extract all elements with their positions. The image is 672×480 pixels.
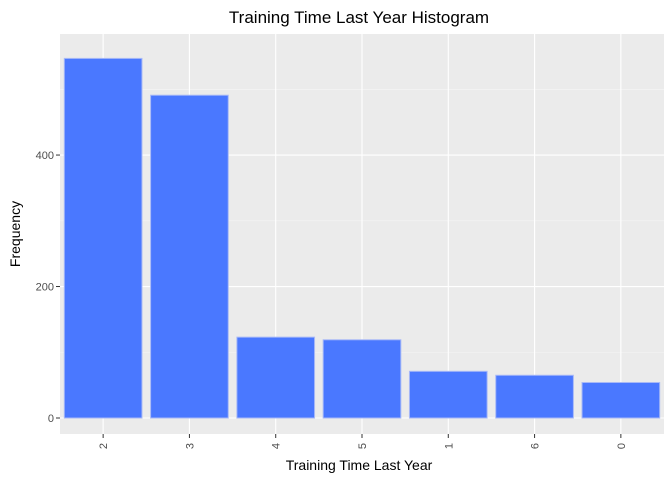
y-axis: 0 200 400 — [36, 150, 60, 425]
x-axis: 2 3 4 5 1 6 0 — [98, 434, 628, 449]
bar-6 — [495, 374, 574, 419]
bar-0 — [581, 382, 661, 419]
x-tick-label: 5 — [357, 443, 369, 449]
y-axis-label: Frequency — [7, 201, 23, 267]
bar-5 — [322, 339, 402, 419]
bars — [63, 57, 661, 419]
x-tick-label: 2 — [98, 443, 110, 449]
y-tick-label: 0 — [48, 413, 54, 425]
bar-4 — [236, 336, 316, 419]
y-tick-label: 200 — [36, 282, 54, 294]
x-tick-label: 0 — [616, 443, 628, 449]
x-tick-label: 6 — [530, 443, 542, 449]
x-tick-label: 1 — [443, 443, 455, 449]
x-tick-label: 4 — [271, 443, 283, 449]
chart-title: Training Time Last Year Histogram — [229, 8, 489, 27]
bar-2 — [63, 57, 143, 419]
y-tick-label: 400 — [36, 150, 54, 162]
bar-3 — [150, 94, 229, 419]
x-axis-label: Training Time Last Year — [286, 457, 433, 473]
x-tick-label: 3 — [184, 443, 196, 449]
bar-1 — [408, 370, 488, 419]
